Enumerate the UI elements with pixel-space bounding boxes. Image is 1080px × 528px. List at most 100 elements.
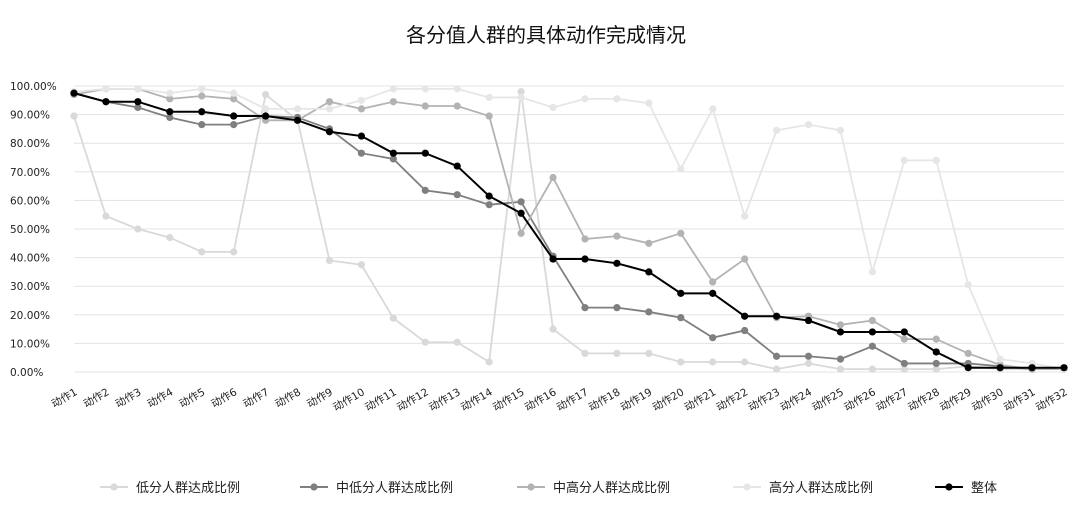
legend-label: 低分人群达成比例 xyxy=(136,481,240,496)
x-tick-label: 动作4 xyxy=(145,386,175,410)
x-tick-label: 动作17 xyxy=(555,386,591,414)
y-tick-label: 80.00% xyxy=(10,138,50,150)
legend-item[interactable]: 中低分人群达成比例 xyxy=(300,481,453,496)
data-point xyxy=(134,85,142,93)
data-point xyxy=(166,89,174,97)
data-point xyxy=(677,165,685,173)
data-point xyxy=(549,173,557,182)
legend-item[interactable]: 中高分人群达成比例 xyxy=(517,480,670,496)
x-tick-label: 动作5 xyxy=(177,386,207,410)
data-point xyxy=(357,149,366,157)
data-point xyxy=(741,212,749,220)
x-tick-label: 动作15 xyxy=(491,386,527,414)
x-tick-label: 动作32 xyxy=(1034,386,1070,414)
data-point xyxy=(230,248,238,256)
x-tick-label: 动作31 xyxy=(1002,386,1038,414)
x-tick-label: 动作1 xyxy=(50,386,80,410)
data-point xyxy=(453,162,461,170)
data-point xyxy=(932,156,940,164)
data-point xyxy=(70,112,78,120)
data-point xyxy=(453,191,461,199)
data-point xyxy=(964,281,972,289)
data-point xyxy=(230,89,238,97)
data-point xyxy=(804,316,813,325)
grid xyxy=(74,85,1064,373)
y-tick-label: 50.00% xyxy=(10,224,50,236)
data-point xyxy=(198,121,206,129)
data-point xyxy=(262,90,270,99)
data-point xyxy=(421,338,429,346)
x-tick-label: 动作8 xyxy=(273,386,303,410)
legend-label: 中高分人群达成比例 xyxy=(553,480,670,496)
data-point xyxy=(804,359,813,368)
data-point xyxy=(549,325,557,333)
legend: 低分人群达成比例 中低分人群达成比例 中高分人群达成比例 高分人群达成比例 整体 xyxy=(100,480,997,496)
data-point xyxy=(804,121,813,129)
y-tick-label: 90.00% xyxy=(10,110,50,122)
data-point xyxy=(613,259,621,267)
data-point xyxy=(772,365,781,373)
data-point xyxy=(293,116,302,124)
data-point xyxy=(293,105,302,113)
data-point xyxy=(709,334,717,342)
data-point xyxy=(836,365,845,373)
data-point xyxy=(453,102,461,110)
data-point xyxy=(357,261,366,269)
data-point xyxy=(517,229,525,237)
data-point xyxy=(102,212,110,220)
data-point xyxy=(389,314,397,322)
y-tick-label: 10.00% xyxy=(10,338,50,350)
data-point xyxy=(932,359,940,368)
x-tick-label: 动作6 xyxy=(209,386,239,410)
y-tick-label: 100.00% xyxy=(10,81,57,93)
x-tick-label: 动作11 xyxy=(363,386,399,414)
data-point xyxy=(357,132,366,140)
chart-title: 各分值人群的具体动作完成情况 xyxy=(406,23,686,47)
data-point xyxy=(198,248,206,256)
data-point xyxy=(166,233,174,242)
legend-label: 整体 xyxy=(971,481,997,496)
data-point xyxy=(166,113,174,122)
data-point xyxy=(709,358,717,366)
data-point xyxy=(517,93,525,102)
data-point xyxy=(421,85,429,93)
x-tick-label: 动作26 xyxy=(842,386,878,414)
data-point xyxy=(741,255,749,263)
data-point xyxy=(900,365,908,373)
x-tick-label: 动作20 xyxy=(651,386,687,414)
x-tick-label: 动作30 xyxy=(970,386,1006,414)
legend-item[interactable]: 低分人群达成比例 xyxy=(100,481,240,496)
series-line xyxy=(73,87,1065,371)
data-point xyxy=(357,96,366,104)
data-point xyxy=(868,328,876,336)
data-point xyxy=(613,349,621,358)
data-point xyxy=(453,85,461,93)
data-point xyxy=(517,198,525,206)
data-point xyxy=(964,349,972,358)
data-point xyxy=(581,95,589,103)
data-point xyxy=(581,349,589,358)
x-tick-label: 动作7 xyxy=(241,386,271,410)
data-point xyxy=(485,93,493,102)
data-point xyxy=(166,95,174,103)
series-line xyxy=(73,92,1064,369)
series-2 xyxy=(70,89,1068,373)
data-point xyxy=(485,358,493,366)
data-point xyxy=(645,99,653,107)
data-point xyxy=(485,192,493,200)
data-point xyxy=(389,98,397,106)
data-point xyxy=(709,105,717,113)
x-tick-label: 动作9 xyxy=(305,386,335,410)
data-point xyxy=(549,103,557,112)
data-point xyxy=(613,304,621,312)
legend-item[interactable]: 高分人群达成比例 xyxy=(733,480,873,496)
data-point xyxy=(230,121,238,129)
y-tick-label: 30.00% xyxy=(10,281,50,293)
data-point xyxy=(262,105,270,113)
data-point xyxy=(868,342,876,350)
data-point xyxy=(677,289,685,297)
legend-item[interactable]: 整体 xyxy=(935,481,997,496)
data-point xyxy=(166,108,174,116)
